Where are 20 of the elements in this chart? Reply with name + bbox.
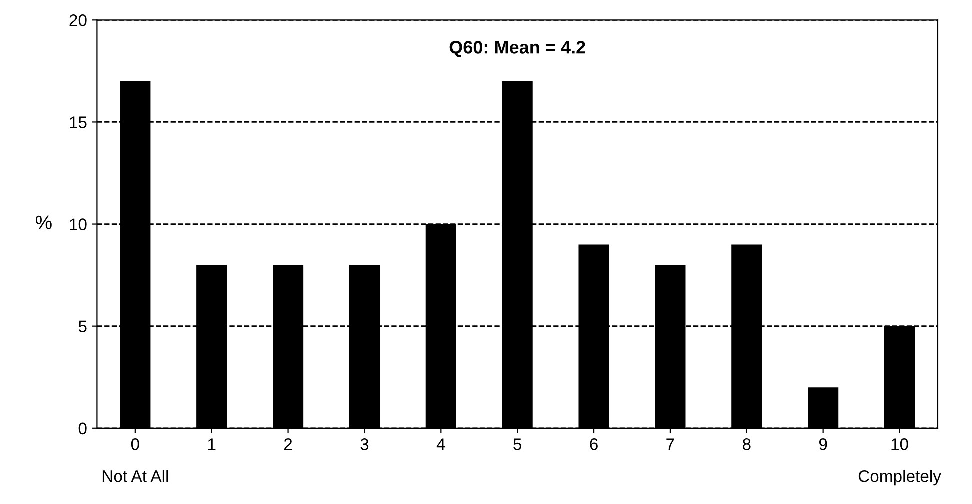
text: Completely [858, 470, 942, 486]
x-tick-label: 2 [284, 438, 292, 450]
y-tick-label: 15 [70, 116, 87, 128]
x-tick-label: 8 [742, 438, 751, 450]
y-axis-title: % [36, 216, 52, 230]
x-tick-label: 9 [819, 438, 828, 450]
x-tick-label: 5 [514, 438, 522, 450]
y-tick-label: 0 [78, 422, 87, 435]
x-tick-label: 7 [666, 438, 674, 450]
x-tick-label: 3 [360, 438, 369, 450]
text: Not At All [102, 470, 168, 482]
y-tick-label: 20 [70, 14, 87, 26]
x-tick-label: 0 [131, 438, 140, 450]
x-tick-label: 1 [208, 438, 216, 450]
y-tick-label: 10 [70, 218, 87, 230]
y-tick-label: 5 [78, 320, 87, 333]
text: Q60: Mean = 4.2 [450, 41, 586, 58]
x-tick-label: 10 [892, 438, 908, 450]
x-tick-label: 4 [436, 438, 446, 450]
x-tick-label: 6 [590, 438, 598, 450]
